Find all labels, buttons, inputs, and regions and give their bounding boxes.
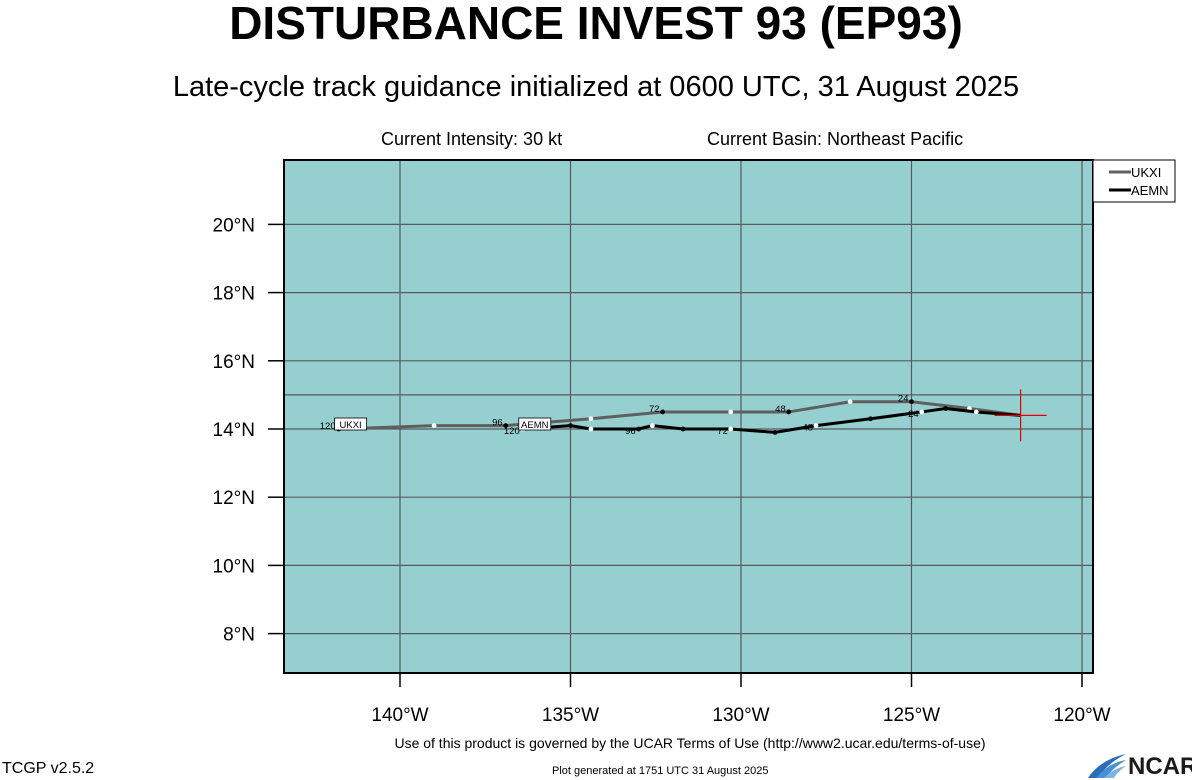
- forecast-hour-label: 96: [625, 426, 636, 437]
- track-point-ukxi: [660, 409, 665, 415]
- x-tick-label: 120°W: [1053, 705, 1110, 726]
- plot-area: [284, 160, 1093, 673]
- track-point-aemn: [636, 426, 642, 432]
- legend-label-ukxi: UKXI: [1131, 165, 1161, 180]
- chart-title: DISTURBANCE INVEST 93 (EP93): [229, 0, 963, 49]
- x-tick-label: 135°W: [542, 705, 599, 726]
- y-tick-label: 20°N: [213, 215, 255, 236]
- track-point-aemn: [680, 426, 686, 432]
- forecast-hour-label: 48: [775, 404, 786, 415]
- track-point-aemn: [568, 423, 573, 428]
- current-basin: Current Basin: Northeast Pacific: [707, 129, 964, 149]
- track-point-aemn: [772, 430, 778, 435]
- y-tick-label: 14°N: [213, 420, 255, 441]
- generated-timestamp: Plot generated at 1751 UTC 31 August 202…: [552, 765, 769, 777]
- track-point-ukxi: [847, 399, 853, 405]
- track-point-aemn: [649, 423, 655, 428]
- y-tick-label: 8°N: [223, 625, 255, 646]
- track-point-ukxi: [588, 416, 594, 422]
- forecast-hour-label: 96: [492, 418, 503, 429]
- terms-of-use-note: Use of this product is governed by the U…: [394, 735, 986, 751]
- track-line-aemn: [522, 407, 1021, 434]
- track-point-aemn: [973, 409, 979, 415]
- forecast-hour-label: 120: [320, 421, 336, 432]
- x-tick-label: 125°W: [883, 705, 940, 726]
- ncar-logo-icon: [1088, 754, 1126, 778]
- forecast-hour-label: 72: [717, 426, 728, 437]
- forecast-hour-label: 24: [898, 394, 909, 405]
- track-point-ukxi: [503, 423, 509, 428]
- y-tick-label: 12°N: [213, 488, 255, 509]
- forecast-hour-label: 72: [649, 404, 660, 415]
- forecast-hour-label: 24: [908, 409, 919, 420]
- track-point-ukxi: [431, 423, 437, 428]
- model-label-box: [518, 417, 552, 431]
- track-point-ukxi: [786, 409, 792, 415]
- y-tick-label: 18°N: [213, 284, 255, 305]
- x-tick-label: 140°W: [371, 705, 428, 726]
- forecast-hour-label: 120: [504, 426, 520, 437]
- plot-frame: [283, 159, 1094, 674]
- legend-label-aemn: AEMN: [1131, 183, 1169, 198]
- forecast-hour-label: 48: [802, 423, 813, 434]
- track-point-ukxi: [909, 399, 914, 405]
- model-label-box: [334, 417, 368, 431]
- track-point-aemn: [868, 416, 873, 422]
- track-point-aemn: [919, 409, 925, 415]
- track-point-aemn: [588, 426, 594, 432]
- ncar-logo-text: NCAR: [1128, 753, 1192, 780]
- y-tick-label: 10°N: [213, 556, 255, 577]
- version-label: TCGP v2.5.2: [2, 760, 95, 777]
- chart-subtitle: Late-cycle track guidance initialized at…: [172, 71, 1020, 103]
- track-point-aemn: [943, 406, 948, 411]
- model-label-ukxi: UKXI: [340, 420, 362, 431]
- current-intensity: Current Intensity: 30 kt: [381, 129, 563, 149]
- legend-box: [1092, 159, 1176, 203]
- y-tick-label: 16°N: [213, 352, 255, 373]
- track-point-ukxi: [728, 409, 734, 415]
- track-point-aemn: [813, 423, 819, 428]
- model-label-aemn: AEMN: [521, 420, 549, 431]
- x-tick-label: 130°W: [712, 705, 769, 726]
- track-point-aemn: [728, 426, 734, 432]
